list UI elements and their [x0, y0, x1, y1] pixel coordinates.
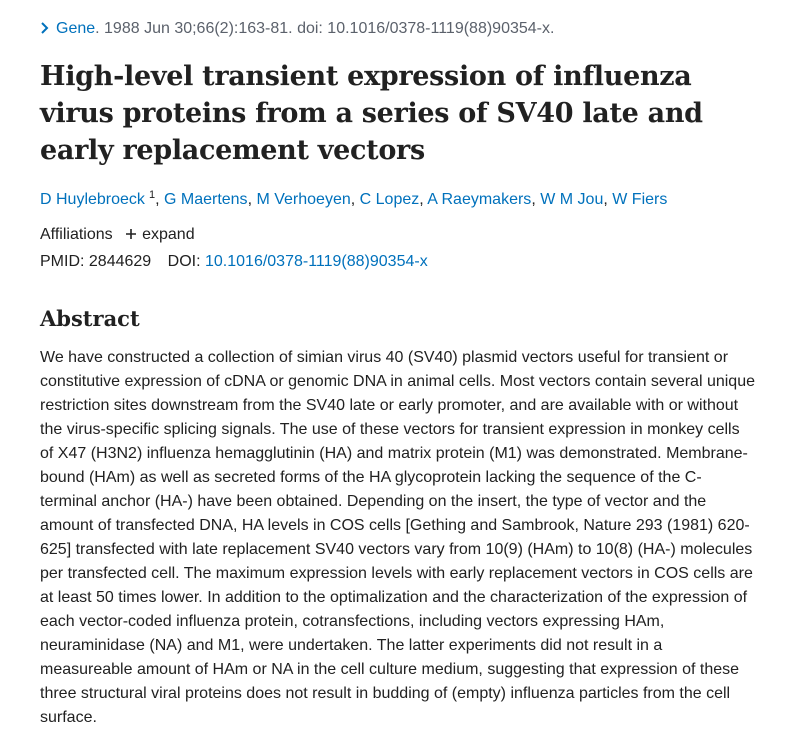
author-separator: , — [155, 191, 160, 208]
affiliations: Affiliations expand — [40, 226, 195, 244]
pmid-label: PMID: — [40, 253, 85, 270]
expand-label[interactable]: expand — [142, 226, 195, 243]
author-link[interactable]: G Maertens — [163, 191, 248, 208]
author-link[interactable]: M Verhoeyen — [256, 191, 351, 208]
author-link[interactable]: D Huylebroeck — [40, 191, 145, 208]
author-separator: , — [247, 191, 253, 208]
article-title: High-level transient expression of influ… — [40, 61, 703, 166]
doi-label: DOI: — [167, 253, 201, 270]
citation-details: . 1988 Jun 30;66(2):163-81. doi: 10.1016… — [95, 20, 555, 37]
expand-toggle[interactable]: expand — [125, 226, 195, 243]
author-link[interactable]: W Fiers — [612, 191, 668, 208]
author-list: D Huylebroeck 1, G Maertens, M Verhoeyen,… — [40, 189, 667, 209]
doi-link[interactable]: 10.1016/0378-1119(88)90354-x — [205, 253, 428, 270]
affiliations-label: Affiliations — [40, 226, 113, 243]
abstract-text: We have constructed a collection of simi… — [40, 349, 755, 726]
author-link[interactable]: A Raeymakers — [427, 191, 532, 208]
author-link[interactable]: C Lopez — [359, 191, 420, 208]
citation: Gene. 1988 Jun 30;66(2):163-81. doi: 10.… — [40, 20, 554, 38]
chevron-icon — [41, 22, 49, 34]
identifiers: PMID: 2844629 DOI: 10.1016/0378-1119(88)… — [40, 253, 428, 271]
author-separator: , — [419, 191, 424, 208]
author-separator: , — [531, 191, 536, 208]
author-separator: , — [603, 191, 608, 208]
abstract-heading: Abstract — [40, 306, 140, 331]
journal-link[interactable]: Gene — [56, 20, 96, 37]
plus-icon — [126, 229, 137, 239]
pmid: 2844629 — [88, 253, 152, 270]
author-separator: , — [350, 191, 356, 208]
affiliation-ref[interactable]: 1 — [148, 189, 156, 201]
author-link[interactable]: W M Jou — [540, 191, 604, 208]
